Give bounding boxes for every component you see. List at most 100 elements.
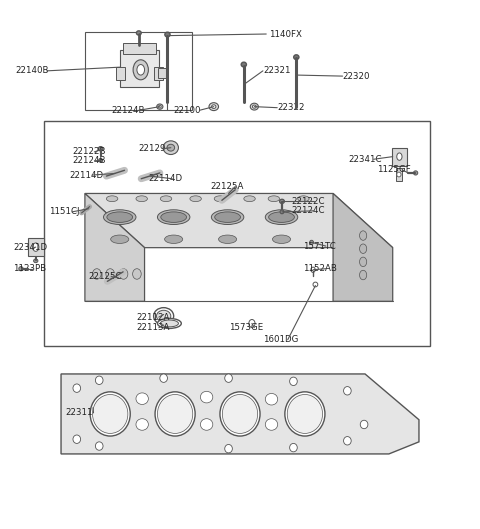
Ellipse shape [273, 235, 290, 243]
Text: 22341C: 22341C [349, 155, 382, 164]
Bar [392, 148, 407, 166]
Bar [123, 43, 156, 54]
Text: 22140B: 22140B [16, 66, 49, 75]
Text: 22125C: 22125C [89, 272, 122, 281]
Ellipse shape [360, 244, 367, 253]
Ellipse shape [200, 391, 213, 403]
Text: 22114D: 22114D [70, 170, 104, 179]
Ellipse shape [104, 210, 136, 224]
Ellipse shape [310, 240, 313, 244]
Ellipse shape [155, 392, 195, 436]
Polygon shape [61, 374, 419, 454]
Bar [396, 168, 402, 181]
Text: 22341D: 22341D [13, 243, 48, 252]
Ellipse shape [160, 196, 172, 202]
Ellipse shape [287, 395, 323, 433]
Ellipse shape [222, 395, 258, 433]
Ellipse shape [413, 171, 418, 175]
Bar [120, 50, 159, 87]
Bar [154, 67, 163, 80]
Ellipse shape [215, 212, 240, 222]
Text: 22125A: 22125A [210, 182, 244, 191]
Ellipse shape [157, 318, 181, 329]
Text: 1152AB: 1152AB [303, 264, 337, 273]
Ellipse shape [241, 62, 246, 67]
Ellipse shape [225, 374, 232, 382]
Text: 22122C: 22122C [291, 197, 325, 206]
Ellipse shape [73, 384, 81, 393]
Ellipse shape [90, 392, 130, 436]
Ellipse shape [209, 103, 218, 111]
Text: 1571TC: 1571TC [303, 242, 336, 251]
Ellipse shape [165, 32, 170, 37]
Ellipse shape [160, 374, 168, 382]
Bar [28, 238, 44, 256]
Polygon shape [333, 194, 393, 302]
Ellipse shape [225, 444, 232, 453]
Ellipse shape [158, 105, 161, 108]
Ellipse shape [200, 418, 213, 430]
Ellipse shape [311, 267, 315, 272]
Text: 22113A: 22113A [136, 323, 170, 332]
Text: 22322: 22322 [277, 103, 305, 112]
Ellipse shape [19, 267, 23, 271]
Ellipse shape [265, 210, 298, 224]
Text: 1140FX: 1140FX [269, 30, 301, 39]
Ellipse shape [244, 196, 255, 202]
Ellipse shape [106, 269, 115, 279]
Text: 1151CJ: 1151CJ [49, 207, 80, 216]
Ellipse shape [190, 196, 201, 202]
Ellipse shape [285, 392, 325, 436]
Text: 1601DG: 1601DG [263, 335, 298, 344]
Ellipse shape [280, 210, 284, 214]
Ellipse shape [136, 418, 148, 430]
Ellipse shape [33, 243, 39, 251]
Text: 22122B: 22122B [72, 148, 106, 157]
Ellipse shape [107, 196, 118, 202]
Ellipse shape [34, 259, 38, 263]
Ellipse shape [344, 387, 351, 395]
Ellipse shape [163, 141, 179, 154]
Bar [44, 121, 430, 346]
Ellipse shape [344, 436, 351, 445]
Ellipse shape [165, 235, 183, 243]
Ellipse shape [93, 269, 101, 279]
Ellipse shape [218, 235, 237, 243]
Ellipse shape [249, 320, 255, 327]
Text: 1123PB: 1123PB [13, 264, 47, 273]
Ellipse shape [220, 392, 260, 436]
Ellipse shape [161, 212, 187, 222]
Ellipse shape [93, 395, 128, 433]
Ellipse shape [360, 231, 367, 240]
Ellipse shape [294, 55, 299, 60]
Ellipse shape [265, 394, 278, 405]
Ellipse shape [397, 172, 401, 177]
Text: 22100: 22100 [173, 106, 201, 115]
Ellipse shape [156, 311, 171, 322]
Ellipse shape [212, 105, 216, 108]
Polygon shape [85, 194, 393, 248]
Ellipse shape [214, 196, 226, 202]
Text: 1125GF: 1125GF [377, 165, 411, 174]
Ellipse shape [298, 196, 309, 202]
Text: 22124C: 22124C [291, 206, 325, 215]
Ellipse shape [96, 442, 103, 450]
Ellipse shape [157, 210, 190, 224]
Ellipse shape [154, 308, 174, 324]
Ellipse shape [119, 269, 128, 279]
Polygon shape [85, 194, 144, 302]
Text: 22321: 22321 [263, 66, 290, 75]
Ellipse shape [250, 103, 258, 110]
Ellipse shape [289, 377, 297, 386]
Bar [85, 32, 192, 111]
Ellipse shape [289, 443, 297, 452]
Ellipse shape [98, 147, 103, 151]
Ellipse shape [136, 31, 141, 35]
Text: 22114D: 22114D [148, 174, 182, 183]
Ellipse shape [265, 418, 278, 430]
Bar [158, 68, 168, 78]
Ellipse shape [211, 210, 244, 224]
Ellipse shape [157, 395, 193, 433]
Text: 1573GE: 1573GE [229, 323, 264, 332]
Text: 22129: 22129 [139, 144, 166, 153]
